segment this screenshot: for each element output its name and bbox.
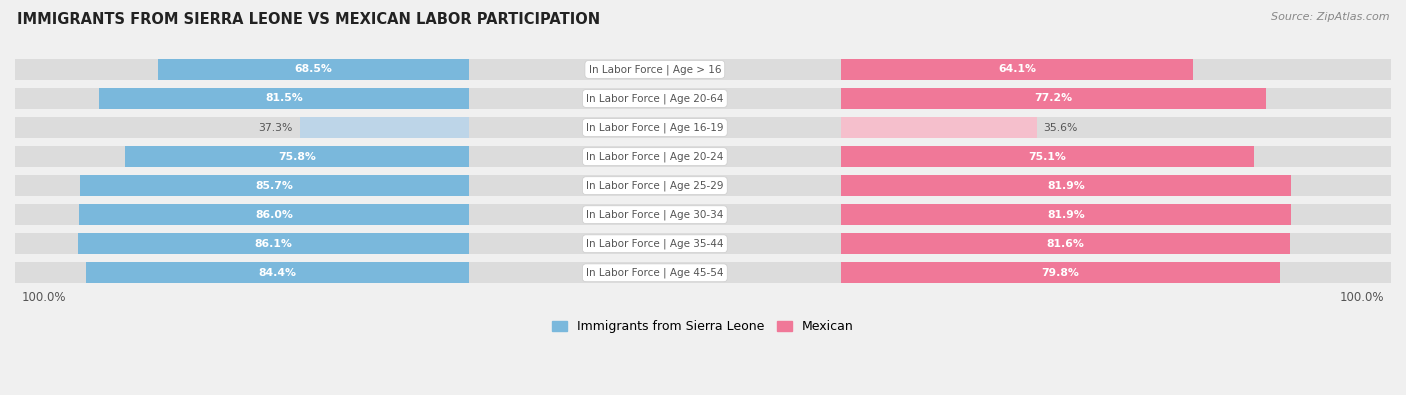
Bar	[841, 175, 1291, 196]
Text: 81.5%: 81.5%	[266, 94, 302, 103]
Text: 79.8%: 79.8%	[1042, 268, 1080, 278]
Bar	[157, 59, 470, 80]
Bar	[15, 262, 1391, 283]
Bar	[841, 233, 1289, 254]
Bar	[79, 233, 470, 254]
Bar	[15, 59, 1391, 80]
Text: In Labor Force | Age > 16: In Labor Force | Age > 16	[589, 64, 721, 75]
Bar	[841, 146, 1254, 167]
Text: In Labor Force | Age 45-54: In Labor Force | Age 45-54	[586, 267, 724, 278]
Text: 81.9%: 81.9%	[1047, 210, 1085, 220]
Text: 35.6%: 35.6%	[1043, 122, 1078, 133]
Bar	[15, 204, 1391, 225]
Text: 86.0%: 86.0%	[254, 210, 292, 220]
Text: 100.0%: 100.0%	[22, 291, 66, 304]
Bar	[80, 175, 470, 196]
Bar	[841, 262, 1279, 283]
Bar	[841, 117, 1036, 138]
Text: 86.1%: 86.1%	[254, 239, 292, 249]
Text: 81.6%: 81.6%	[1046, 239, 1084, 249]
Bar	[299, 117, 470, 138]
Text: 77.2%: 77.2%	[1033, 94, 1073, 103]
Bar	[125, 146, 470, 167]
Text: In Labor Force | Age 35-44: In Labor Force | Age 35-44	[586, 239, 724, 249]
Text: 84.4%: 84.4%	[259, 268, 297, 278]
Text: 75.1%: 75.1%	[1028, 152, 1066, 162]
Text: 81.9%: 81.9%	[1047, 181, 1085, 191]
Bar	[15, 175, 1391, 196]
Text: 68.5%: 68.5%	[295, 64, 332, 74]
Bar	[79, 204, 470, 225]
Bar	[15, 146, 1391, 167]
Text: In Labor Force | Age 25-29: In Labor Force | Age 25-29	[586, 181, 724, 191]
Bar	[86, 262, 470, 283]
Bar	[15, 88, 1391, 109]
Text: 37.3%: 37.3%	[259, 122, 292, 133]
Bar	[841, 204, 1291, 225]
Bar	[841, 59, 1194, 80]
Bar	[98, 88, 470, 109]
Bar	[841, 88, 1265, 109]
Text: In Labor Force | Age 20-24: In Labor Force | Age 20-24	[586, 151, 724, 162]
Text: 85.7%: 85.7%	[256, 181, 294, 191]
Text: IMMIGRANTS FROM SIERRA LEONE VS MEXICAN LABOR PARTICIPATION: IMMIGRANTS FROM SIERRA LEONE VS MEXICAN …	[17, 12, 600, 27]
Text: 64.1%: 64.1%	[998, 64, 1036, 74]
Text: In Labor Force | Age 20-64: In Labor Force | Age 20-64	[586, 93, 724, 104]
Text: In Labor Force | Age 16-19: In Labor Force | Age 16-19	[586, 122, 724, 133]
Text: 100.0%: 100.0%	[1340, 291, 1384, 304]
Text: 75.8%: 75.8%	[278, 152, 316, 162]
Bar	[15, 233, 1391, 254]
Bar	[15, 117, 1391, 138]
Text: In Labor Force | Age 30-34: In Labor Force | Age 30-34	[586, 209, 724, 220]
Legend: Immigrants from Sierra Leone, Mexican: Immigrants from Sierra Leone, Mexican	[547, 316, 859, 339]
Text: Source: ZipAtlas.com: Source: ZipAtlas.com	[1271, 12, 1389, 22]
